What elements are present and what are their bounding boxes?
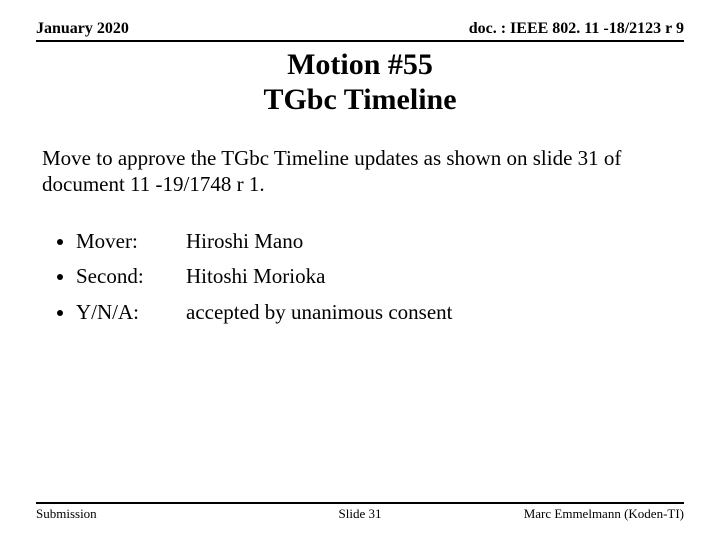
title-line-2: TGbc Timeline: [36, 83, 684, 118]
list-item: Second: Hitoshi Morioka: [76, 259, 684, 295]
mover-value: Hiroshi Mano: [186, 224, 684, 260]
title-block: Motion #55 TGbc Timeline: [36, 48, 684, 117]
header-doc-number: doc. : IEEE 802. 11 -18/2123 r 9: [469, 20, 684, 38]
footer-left: Submission: [36, 506, 97, 522]
slide-header: January 2020 doc. : IEEE 802. 11 -18/212…: [36, 20, 684, 42]
motion-body-text: Move to approve the TGbc Timeline update…: [42, 145, 678, 198]
footer-slide-number: Slide 31: [339, 506, 382, 522]
slide-page: January 2020 doc. : IEEE 802. 11 -18/212…: [0, 0, 720, 540]
header-date: January 2020: [36, 20, 129, 38]
second-label: Second:: [76, 259, 186, 295]
yna-value: accepted by unanimous consent: [186, 295, 684, 331]
footer-right: Marc Emmelmann (Koden-TI): [524, 506, 684, 522]
second-value: Hitoshi Morioka: [186, 259, 684, 295]
title-line-1: Motion #55: [36, 48, 684, 83]
list-item: Mover: Hiroshi Mano: [76, 224, 684, 260]
list-item: Y/N/A: accepted by unanimous consent: [76, 295, 684, 331]
mover-label: Mover:: [76, 224, 186, 260]
motion-details-list: Mover: Hiroshi Mano Second: Hitoshi Mori…: [76, 224, 684, 331]
yna-label: Y/N/A:: [76, 295, 186, 331]
